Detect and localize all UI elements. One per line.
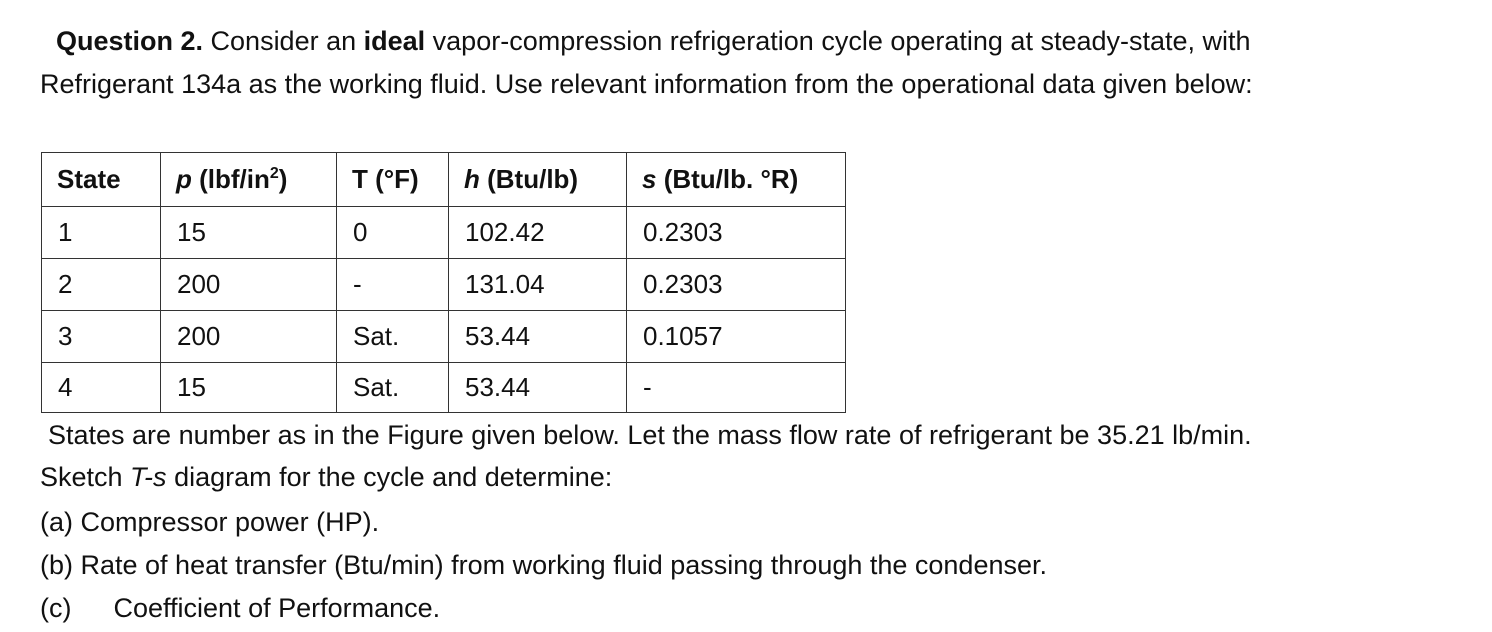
cell-state: 1 [41, 206, 161, 259]
header-entropy: s (Btu/lb. °R) [626, 152, 846, 207]
cell-pressure: 15 [160, 362, 337, 413]
cell-temperature: - [336, 258, 449, 311]
cell-entropy: 0.2303 [626, 206, 846, 259]
cell-entropy: 0.2303 [626, 258, 846, 311]
cell-state: 4 [41, 362, 161, 413]
table-header-row: State p (lbf/in2) T (°F) h (Btu/lb) s (B… [41, 152, 846, 207]
header-pressure: p (lbf/in2) [160, 152, 337, 207]
cell-temperature: Sat. [336, 310, 449, 363]
cell-entropy: - [626, 362, 846, 413]
part-a: (a) Compressor power (HP). [40, 507, 380, 537]
question-line-1: Question 2. Consider an ideal vapor-comp… [56, 24, 1251, 58]
part-b: (b) Rate of heat transfer (Btu/min) from… [40, 550, 1048, 580]
cell-temperature: 0 [336, 206, 449, 259]
operational-data-table: State p (lbf/in2) T (°F) h (Btu/lb) s (B… [41, 152, 846, 413]
cell-entropy: 0.1057 [626, 310, 846, 363]
header-state: State [41, 152, 161, 207]
part-c-label: (c) [40, 593, 72, 623]
cell-enthalpy: 131.04 [448, 258, 627, 311]
question-line-2: Refrigerant 134a as the working fluid. U… [40, 69, 1253, 99]
part-c-text: Coefficient of Performance. [113, 593, 441, 623]
header-temperature: T (°F) [336, 152, 449, 207]
cell-temperature: Sat. [336, 362, 449, 413]
table-row: 1 15 0 102.42 0.2303 [41, 206, 846, 259]
table-row: 3 200 Sat. 53.44 0.1057 [41, 310, 846, 363]
sketch-instruction: Sketch T-s diagram for the cycle and det… [40, 462, 613, 492]
cell-pressure: 15 [160, 206, 337, 259]
cell-state: 3 [41, 310, 161, 363]
question-text-after: vapor-compression refrigeration cycle op… [425, 26, 1251, 56]
part-c: (c) Coefficient of Performance. [40, 591, 440, 625]
cell-state: 2 [41, 258, 161, 311]
cell-enthalpy: 53.44 [448, 310, 627, 363]
table-row: 4 15 Sat. 53.44 - [41, 362, 846, 413]
states-note: States are number as in the Figure given… [48, 420, 1252, 450]
cell-pressure: 200 [160, 310, 337, 363]
header-enthalpy: h (Btu/lb) [448, 152, 627, 207]
cell-enthalpy: 102.42 [448, 206, 627, 259]
question-label: Question 2. [56, 26, 204, 56]
question-text-before: Consider an [203, 26, 364, 56]
table-row: 2 200 - 131.04 0.2303 [41, 258, 846, 311]
question-emphasis: ideal [363, 26, 426, 56]
cell-enthalpy: 53.44 [448, 362, 627, 413]
cell-pressure: 200 [160, 258, 337, 311]
